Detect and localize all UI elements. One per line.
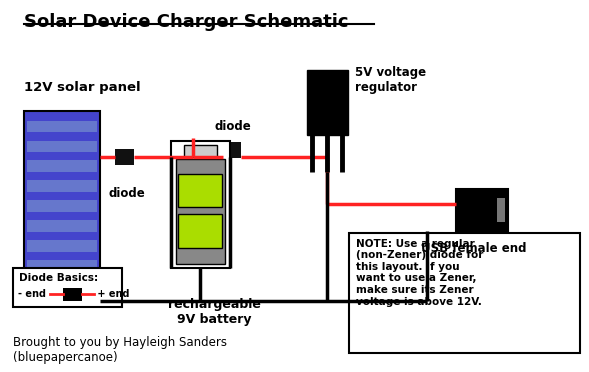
Bar xyxy=(456,189,508,231)
Text: diode: diode xyxy=(215,120,252,133)
Bar xyxy=(13,268,122,307)
Bar xyxy=(349,233,580,353)
Bar xyxy=(27,220,97,232)
Text: Brought to you by Hayleigh Sanders
(bluepapercanoe): Brought to you by Hayleigh Sanders (blue… xyxy=(13,337,227,365)
Text: Solar Device Charger Schematic: Solar Device Charger Schematic xyxy=(24,13,348,31)
Bar xyxy=(24,111,100,303)
Bar xyxy=(497,198,505,222)
Bar xyxy=(184,145,217,157)
Bar xyxy=(27,260,97,272)
Bar xyxy=(27,201,97,212)
Bar xyxy=(27,121,97,132)
Text: USB female end: USB female end xyxy=(421,242,527,255)
Bar xyxy=(27,280,97,292)
Bar xyxy=(27,240,97,252)
Bar xyxy=(27,160,97,172)
Text: 12V solar panel: 12V solar panel xyxy=(24,81,140,94)
Text: diode: diode xyxy=(109,187,145,200)
Bar xyxy=(223,142,241,158)
Text: + end: + end xyxy=(94,289,130,299)
Bar xyxy=(115,149,134,165)
Bar xyxy=(178,215,222,248)
Bar xyxy=(27,180,97,192)
Text: Diode Basics:: Diode Basics: xyxy=(19,273,98,282)
Bar xyxy=(171,141,230,268)
Bar xyxy=(176,159,225,264)
Bar xyxy=(63,288,82,301)
Bar xyxy=(178,174,222,207)
Text: NOTE: Use a regular
(non-Zener) diode for
this layout. If you
want to use a Zene: NOTE: Use a regular (non-Zener) diode fo… xyxy=(356,238,483,307)
Bar xyxy=(307,70,348,135)
Text: 5V voltage
regulator: 5V voltage regulator xyxy=(355,66,426,94)
Bar xyxy=(27,141,97,153)
Text: rechargeable
9V battery: rechargeable 9V battery xyxy=(168,298,261,326)
Text: - end: - end xyxy=(18,289,46,299)
